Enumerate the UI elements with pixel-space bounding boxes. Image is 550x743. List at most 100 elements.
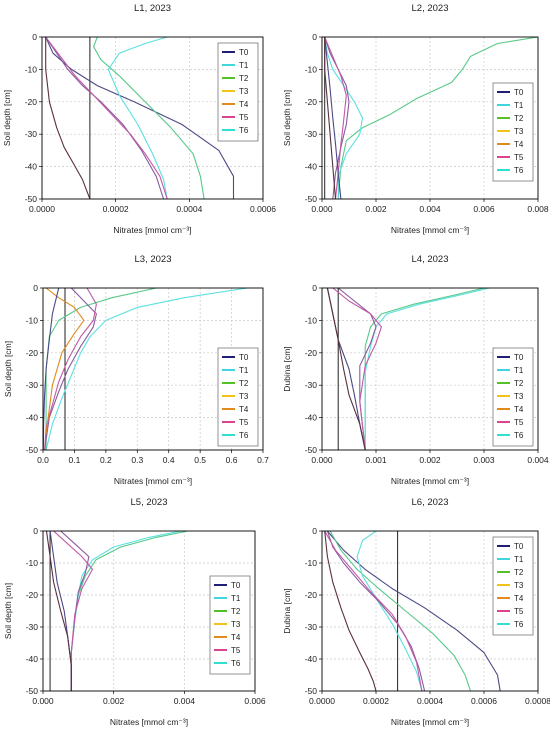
y-axis-label: Soil depth [cm] <box>2 90 12 146</box>
legend-label-T4: T4 <box>514 140 524 149</box>
series-line-5 <box>45 37 168 199</box>
legend-label-T6: T6 <box>231 659 241 668</box>
series-line-2 <box>329 531 472 691</box>
x-tick-label: 0.004 <box>419 204 441 214</box>
legend-label-T0: T0 <box>231 581 241 590</box>
plot-frame <box>321 530 539 692</box>
series-line-4 <box>324 37 347 199</box>
x-tick-label: 0.0006 <box>250 204 276 214</box>
x-tick-label: 0.002 <box>419 455 441 465</box>
legend-label-T3: T3 <box>239 392 249 401</box>
legend-label-T6: T6 <box>514 620 524 629</box>
plot-frame <box>41 36 264 200</box>
legend-label-T4: T4 <box>239 405 249 414</box>
x-tick-label: 0.000 <box>32 696 54 706</box>
x-tick-label: 0.0008 <box>525 696 550 706</box>
x-tick-label: 0.5 <box>194 455 206 465</box>
y-tick-label: -30 <box>305 622 318 632</box>
legend: T0 T1 T2 T3 T4 T5 T6 <box>492 536 534 636</box>
x-tick-label: 0.0006 <box>471 696 497 706</box>
legend-label-T3: T3 <box>514 392 524 401</box>
chart-title: L3, 2023 <box>135 254 172 265</box>
legend-label-T0: T0 <box>514 353 524 362</box>
legend: T0 T1 T2 T3 T4 T5 T6 <box>492 82 534 182</box>
chart-title: L1, 2023 <box>134 3 171 14</box>
y-tick-label: -50 <box>305 445 318 455</box>
x-axis-label: Nitrates [mmol cm⁻³] <box>391 476 469 486</box>
legend: T0 T1 T2 T3 T4 T5 T6 <box>492 347 534 447</box>
legend-label-T6: T6 <box>514 431 524 440</box>
x-axis-label: Nitrates [mmol cm⁻³] <box>113 225 191 235</box>
x-axis-label: Nitrates [mmol cm⁻³] <box>110 717 188 727</box>
y-tick-label: 0 <box>312 32 317 42</box>
y-tick-label: -10 <box>26 558 39 568</box>
x-axis-label: Nitrates [mmol cm⁻³] <box>391 225 469 235</box>
x-tick-label: 0.008 <box>527 204 549 214</box>
chart-panel-5: L5, 2023 0.000 0.002 0.004 0.006 0 -10 -20 -30 -4… <box>3 497 266 727</box>
x-tick-label: 0.002 <box>103 696 125 706</box>
series-line-6 <box>45 37 91 199</box>
series-line-1 <box>45 288 248 450</box>
x-tick-label: 0.006 <box>473 204 495 214</box>
y-axis-label: Soil depth [cm] <box>282 90 292 146</box>
chart-panel-1: L1, 2023 0.0000 0.0002 0.0004 0.0006 0 -10 -20 -… <box>2 3 276 235</box>
y-tick-label: 0 <box>312 283 317 293</box>
y-tick-label: 0 <box>33 283 38 293</box>
x-tick-label: 0.1 <box>69 455 81 465</box>
legend-label-T3: T3 <box>514 127 524 136</box>
y-axis-label: Soil depth [cm] <box>3 341 13 397</box>
x-tick-label: 0.6 <box>226 455 238 465</box>
legend-label-T5: T5 <box>514 418 524 427</box>
x-tick-label: 0.006 <box>244 696 266 706</box>
legend-label-T5: T5 <box>514 153 524 162</box>
legend-label-T1: T1 <box>514 555 524 564</box>
y-tick-label: -50 <box>25 194 38 204</box>
y-tick-label: -50 <box>305 194 318 204</box>
y-tick-label: -30 <box>26 380 39 390</box>
legend-label-T1: T1 <box>514 366 524 375</box>
series-line-1 <box>326 531 501 691</box>
chart-title: L2, 2023 <box>412 3 449 14</box>
y-tick-label: -20 <box>26 348 39 358</box>
legend-label-T0: T0 <box>239 353 249 362</box>
legend-label-T5: T5 <box>514 607 524 616</box>
legend-label-T4: T4 <box>231 633 241 642</box>
chart-panel-3: L3, 2023 0.0 0.1 0.2 0.3 0.4 0.5 0.6 0.7 0 -10 -20 -… <box>3 254 269 486</box>
legend-label-T1: T1 <box>239 61 249 70</box>
y-tick-label: -10 <box>25 64 38 74</box>
legend-label-T0: T0 <box>514 542 524 551</box>
series-line-5 <box>324 37 342 199</box>
y-tick-label: -10 <box>305 315 318 325</box>
legend-label-T3: T3 <box>514 581 524 590</box>
y-axis-label: Dubina [cm] <box>282 346 292 391</box>
legend-label-T2: T2 <box>239 379 249 388</box>
series-line-6 <box>45 531 72 691</box>
legend-label-T4: T4 <box>239 100 249 109</box>
x-tick-label: 0.0000 <box>309 696 335 706</box>
x-tick-label: 0.0000 <box>29 204 55 214</box>
y-tick-label: -40 <box>305 413 318 423</box>
x-tick-label: 0.3 <box>131 455 143 465</box>
x-tick-label: 0.0002 <box>103 204 129 214</box>
series-line-6 <box>324 37 337 199</box>
legend-label-T2: T2 <box>514 379 524 388</box>
series-line-1 <box>337 37 538 199</box>
y-tick-label: -10 <box>305 64 318 74</box>
chart-title: L6, 2023 <box>412 497 449 508</box>
y-tick-label: -10 <box>26 315 39 325</box>
x-tick-label: 0.0004 <box>417 696 443 706</box>
x-tick-label: 0.002 <box>365 204 387 214</box>
series-line-4 <box>53 531 94 691</box>
legend: T0 T1 T2 T3 T4 T5 T6 <box>217 347 259 447</box>
y-tick-label: -40 <box>25 162 38 172</box>
legend: T0 T1 T2 T3 T4 T5 T6 <box>209 575 251 675</box>
chart-panel-4: L4, 2023 0.000 0.001 0.002 0.003 0.004 0 -10 -20… <box>282 254 549 486</box>
x-tick-label: 0.004 <box>527 455 549 465</box>
legend-label-T5: T5 <box>231 646 241 655</box>
x-tick-label: 0.001 <box>365 455 387 465</box>
plot-frame <box>42 530 256 692</box>
x-tick-label: 0.003 <box>473 455 495 465</box>
chart-panel-2: L2, 2023 0.000 0.002 0.004 0.006 0.008 0 -10 -20… <box>282 3 549 235</box>
series-line-4 <box>332 288 382 450</box>
